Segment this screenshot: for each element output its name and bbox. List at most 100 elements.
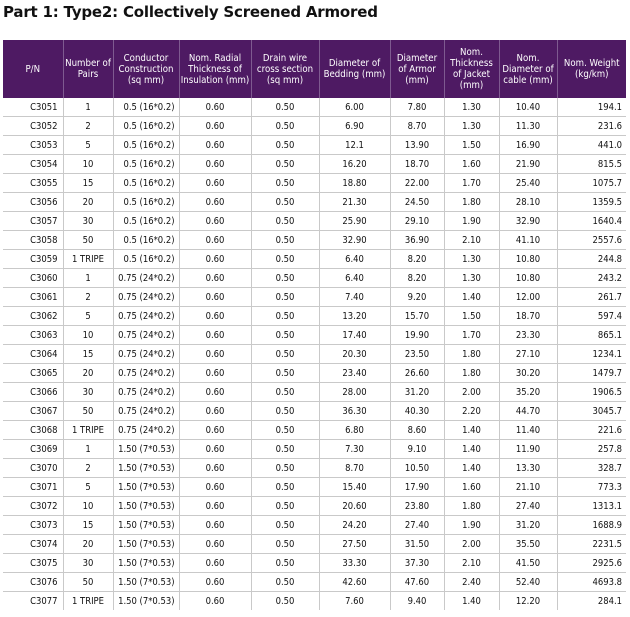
drain-wire-cell: 0.50 [251,572,320,592]
pairs-cell: 20 [63,363,114,383]
conductor-cell: 1.50 (7*0.53) [113,496,180,516]
bedding-cell: 21.30 [319,192,391,212]
table-row: C3067 50 0.75 (24*0.2) 0.60 0.50 36.30 40.30 2.… [3,401,626,421]
drain-wire-cell: 0.50 [251,249,320,269]
pn-cell: C3059 [3,249,64,269]
armor-cell: 17.90 [390,477,445,497]
conductor-cell: 0.75 (24*0.2) [113,401,180,421]
conductor-cell: 1.50 (7*0.53) [113,477,180,497]
armor-cell: 8.60 [390,420,445,440]
pn-cell: C3062 [3,306,64,326]
pairs-cell: 2 [63,458,114,478]
table-header-row: P/N Number of Pairs Conductor Constructi… [3,40,626,98]
weight-cell: 257.8 [557,439,626,459]
insulation-cell: 0.60 [179,154,252,174]
insulation-cell: 0.60 [179,173,252,193]
insulation-cell: 0.60 [179,534,252,554]
bedding-cell: 18.80 [319,173,391,193]
insulation-cell: 0.60 [179,401,252,421]
pairs-cell: 10 [63,496,114,516]
column-header-cable-diameter: Nom. Diameter of cable (mm) [499,40,558,98]
armor-cell: 10.50 [390,458,445,478]
page-title: Part 1: Type2: Collectively Screened Arm… [3,3,378,21]
armor-cell: 29.10 [390,211,445,231]
insulation-cell: 0.60 [179,325,252,345]
insulation-cell: 0.60 [179,572,252,592]
pn-cell: C3054 [3,154,64,174]
jacket-cell: 1.50 [444,306,500,326]
pn-cell: C3065 [3,363,64,383]
pn-cell: C3057 [3,211,64,231]
weight-cell: 1234.1 [557,344,626,364]
conductor-cell: 1.50 (7*0.53) [113,572,180,592]
table-row: C3072 10 1.50 (7*0.53) 0.60 0.50 20.60 23.80 1.… [3,496,626,516]
cable-diameter-cell: 44.70 [499,401,558,421]
pn-cell: C3071 [3,477,64,497]
conductor-cell: 0.5 (16*0.2) [113,98,180,117]
armor-cell: 26.60 [390,363,445,383]
table-row: C3063 10 0.75 (24*0.2) 0.60 0.50 17.40 19.90 1.… [3,325,626,345]
column-header-weight: Nom. Weight (kg/km) [557,40,626,98]
armor-cell: 36.90 [390,230,445,250]
bedding-cell: 6.40 [319,249,391,269]
drain-wire-cell: 0.50 [251,344,320,364]
insulation-cell: 0.60 [179,268,252,288]
jacket-cell: 1.30 [444,116,500,136]
drain-wire-cell: 0.50 [251,515,320,535]
pn-cell: C3074 [3,534,64,554]
pairs-cell: 2 [63,287,114,307]
bedding-cell: 23.40 [319,363,391,383]
table-row: C3054 10 0.5 (16*0.2) 0.60 0.50 16.20 18.70 1.6… [3,154,626,174]
pn-cell: C3052 [3,116,64,136]
insulation-cell: 0.60 [179,116,252,136]
column-header-pn: P/N [3,40,64,98]
cable-diameter-cell: 35.50 [499,534,558,554]
pairs-cell: 20 [63,534,114,554]
bedding-cell: 17.40 [319,325,391,345]
pairs-cell: 50 [63,572,114,592]
drain-wire-cell: 0.50 [251,135,320,155]
drain-wire-cell: 0.50 [251,591,320,610]
insulation-cell: 0.60 [179,192,252,212]
weight-cell: 597.4 [557,306,626,326]
pairs-cell: 50 [63,401,114,421]
pn-cell: C3068 [3,420,64,440]
drain-wire-cell: 0.50 [251,230,320,250]
drain-wire-cell: 0.50 [251,116,320,136]
bedding-cell: 6.90 [319,116,391,136]
drain-wire-cell: 0.50 [251,401,320,421]
insulation-cell: 0.60 [179,496,252,516]
pairs-cell: 1 [63,439,114,459]
pairs-cell: 50 [63,230,114,250]
armor-cell: 8.70 [390,116,445,136]
insulation-cell: 0.60 [179,135,252,155]
bedding-cell: 6.80 [319,420,391,440]
armor-cell: 47.60 [390,572,445,592]
weight-cell: 2925.6 [557,553,626,573]
table-row: C3059 1 TRIPE 0.5 (16*0.2) 0.60 0.50 6.40 8.20… [3,249,626,269]
jacket-cell: 2.00 [444,382,500,402]
armor-cell: 23.50 [390,344,445,364]
pn-cell: C3072 [3,496,64,516]
insulation-cell: 0.60 [179,363,252,383]
table-row: C3056 20 0.5 (16*0.2) 0.60 0.50 21.30 24.50 1.8… [3,192,626,212]
conductor-cell: 0.5 (16*0.2) [113,173,180,193]
bedding-cell: 25.90 [319,211,391,231]
weight-cell: 1688.9 [557,515,626,535]
table-row: C3052 2 0.5 (16*0.2) 0.60 0.50 6.90 8.70 1.30 11… [3,116,626,136]
conductor-cell: 1.50 (7*0.53) [113,458,180,478]
armor-cell: 37.30 [390,553,445,573]
weight-cell: 2231.5 [557,534,626,554]
drain-wire-cell: 0.50 [251,173,320,193]
weight-cell: 1640.4 [557,211,626,231]
drain-wire-cell: 0.50 [251,211,320,231]
conductor-cell: 0.5 (16*0.2) [113,154,180,174]
drain-wire-cell: 0.50 [251,98,320,117]
conductor-cell: 1.50 (7*0.53) [113,534,180,554]
insulation-cell: 0.60 [179,458,252,478]
cable-diameter-cell: 28.10 [499,192,558,212]
column-header-conductor-construction: Conductor Construction (sq mm) [113,40,180,98]
bedding-cell: 28.00 [319,382,391,402]
cable-diameter-cell: 11.90 [499,439,558,459]
bedding-cell: 42.60 [319,572,391,592]
